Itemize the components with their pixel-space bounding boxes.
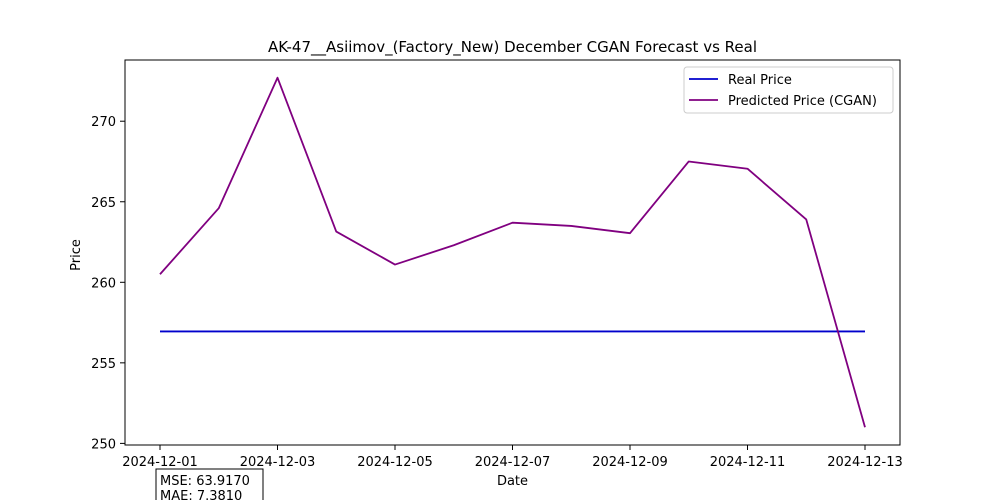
x-tick-label: 2024-12-05 bbox=[357, 455, 433, 470]
legend-label-real-price: Real Price bbox=[728, 73, 792, 88]
plot-background bbox=[125, 60, 900, 445]
y-axis-ticks: 250 255 260 265 270 bbox=[91, 115, 125, 452]
x-tick-label: 2024-12-07 bbox=[475, 455, 551, 470]
x-axis-ticks: 2024-12-01 2024-12-03 2024-12-05 2024-12-07… bbox=[122, 445, 903, 470]
x-axis-label: Date bbox=[497, 474, 528, 489]
y-axis-label: Price bbox=[69, 239, 84, 271]
x-tick-label: 2024-12-09 bbox=[592, 455, 668, 470]
y-tick-label: 250 bbox=[91, 437, 116, 452]
mae-text: MAE: 7.3810 bbox=[160, 489, 242, 500]
x-tick-label: 2024-12-01 bbox=[122, 455, 198, 470]
x-tick-label: 2024-12-13 bbox=[827, 455, 903, 470]
y-tick-label: 255 bbox=[91, 357, 116, 372]
chart-title: AK-47__Asiimov_(Factory_New) December CG… bbox=[268, 38, 757, 57]
series-layer bbox=[159, 76, 866, 428]
x-tick-label: 2024-12-11 bbox=[710, 455, 786, 470]
legend-frame bbox=[683, 66, 894, 114]
legend: Real Price Predicted Price (CGAN) bbox=[683, 66, 894, 114]
mse-text: MSE: 63.9170 bbox=[160, 474, 250, 489]
metrics-box bbox=[155, 468, 264, 500]
y-tick-label: 270 bbox=[91, 115, 116, 130]
y-tick-label: 265 bbox=[91, 196, 116, 211]
y-tick-label: 260 bbox=[91, 276, 116, 291]
series-line-predicted-price-cgan bbox=[159, 76, 866, 428]
metrics-annotation: MSE: 63.9170 MAE: 7.3810 bbox=[155, 468, 264, 500]
x-tick-label: 2024-12-03 bbox=[240, 455, 316, 470]
legend-label-predicted-price: Predicted Price (CGAN) bbox=[728, 94, 877, 109]
